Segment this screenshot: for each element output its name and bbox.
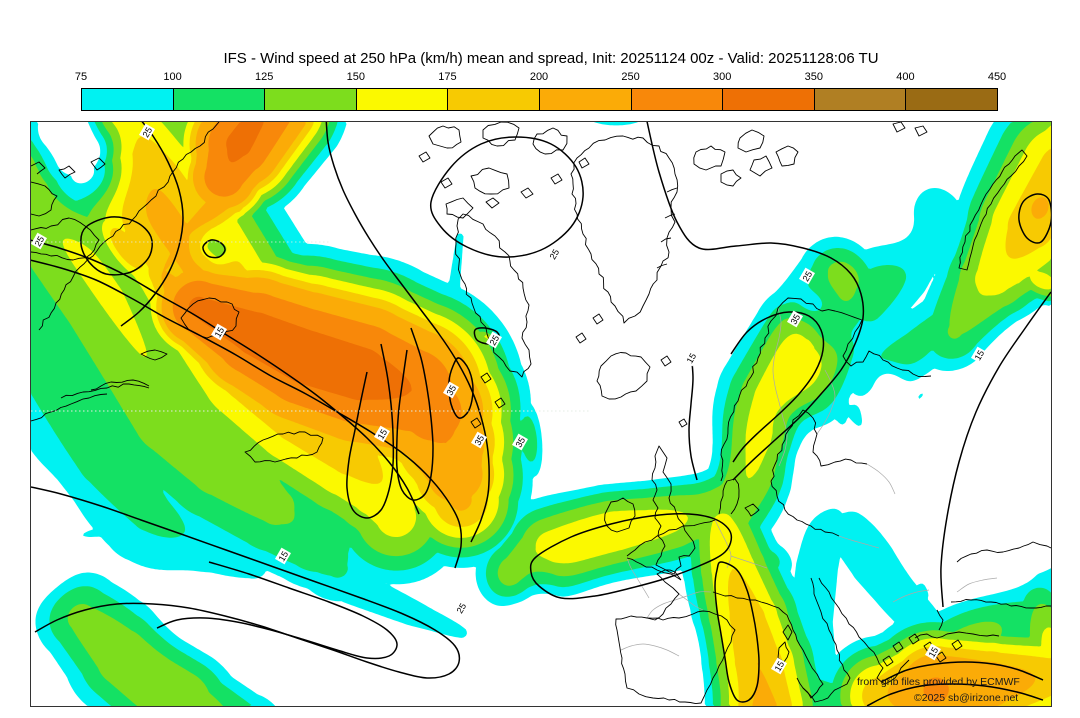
svg-text:35: 35 [789,312,803,326]
svg-text:35: 35 [473,433,487,447]
svg-text:15: 15 [685,351,699,365]
svg-text:15: 15 [213,325,227,339]
svg-text:15: 15 [277,549,291,563]
svg-text:25: 25 [801,269,815,283]
svg-text:from grib files provided by EC: from grib files provided by ECMWF [857,676,1020,688]
svg-text:15: 15 [973,348,987,362]
svg-text:35: 35 [514,435,528,449]
svg-text:15: 15 [376,427,390,441]
svg-text:25: 25 [455,601,469,615]
svg-text:15: 15 [773,659,787,673]
svg-text:15: 15 [927,645,941,659]
svg-text:25: 25 [488,333,502,347]
svg-text:25: 25 [141,125,155,139]
svg-text:©2025 sb@irizone.net: ©2025 sb@irizone.net [914,692,1018,704]
svg-text:25: 25 [33,234,47,248]
svg-text:35: 35 [445,383,459,397]
svg-text:25: 25 [548,247,562,261]
